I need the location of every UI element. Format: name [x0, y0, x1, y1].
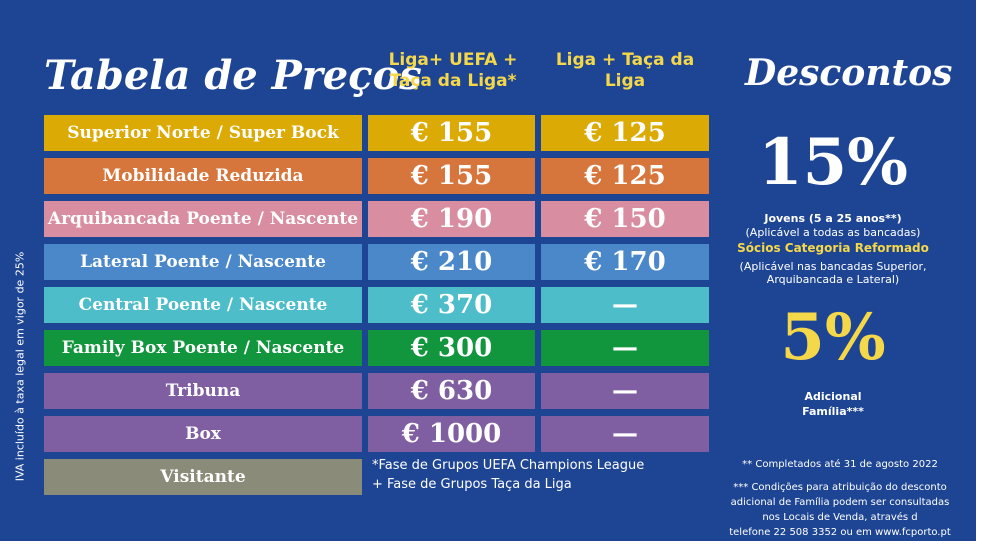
price: — [541, 373, 709, 409]
price: € 150 [541, 201, 709, 237]
price: € 190 [368, 201, 535, 237]
price: € 155 [368, 158, 535, 194]
note: nos Locais de Venda, através d [762, 512, 918, 523]
row-name: Tribuna [44, 373, 362, 409]
row-name: Mobilidade Reduzida [44, 158, 362, 194]
price: € 630 [368, 373, 535, 409]
discount-line: Arquibancada e Lateral) [766, 273, 900, 286]
discount-line: (Aplicável nas bancadas Superior, [739, 260, 927, 273]
price: € 1000 [368, 416, 535, 452]
discount-line: Sócios Categoria Reformado [737, 241, 929, 255]
discount-big: 5% [780, 300, 886, 375]
row-name: Arquibancada Poente / Nascente [44, 201, 362, 237]
row-name: Lateral Poente / Nascente [44, 244, 362, 280]
discount-line: Jovens (5 a 25 anos**) [764, 212, 902, 225]
price: — [541, 287, 709, 323]
note: *** Condições para atribuição do descont… [733, 482, 947, 493]
note: adicional de Família podem ser consultad… [730, 497, 950, 508]
price: € 300 [368, 330, 535, 366]
title: Tabela de Preços [44, 52, 422, 99]
price: € 155 [368, 115, 535, 151]
column-header: Liga + Taça da Liga [555, 50, 695, 91]
price: — [541, 330, 709, 366]
note: ** Completados até 31 de agosto 2022 [742, 459, 938, 470]
note: telefone 22 508 3352 ou em www.fcporto.p… [729, 527, 951, 538]
discount-line: (Aplicável a todas as bancadas) [745, 226, 921, 239]
footnote: + Fase de Grupos Taça da Liga [372, 477, 572, 492]
discounts-title: Descontos [745, 52, 953, 94]
price: — [541, 416, 709, 452]
price: € 210 [368, 244, 535, 280]
price: € 125 [541, 115, 709, 151]
price: € 170 [541, 244, 709, 280]
row-name: Family Box Poente / Nascente [44, 330, 362, 366]
row-name: Central Poente / Nascente [44, 287, 362, 323]
row-name: Visitante [44, 459, 362, 495]
side-note: IVA incluído à taxa legal em vigor de 25… [13, 251, 27, 482]
discount-extra: Família*** [802, 405, 864, 418]
discount-big: 15% [758, 125, 908, 200]
price: € 125 [541, 158, 709, 194]
price: € 370 [368, 287, 535, 323]
footnote: *Fase de Grupos UEFA Champions League [372, 458, 645, 473]
discount-extra: Adicional [804, 390, 862, 403]
column-header: Liga+ UEFA + Taça da Liga* [388, 50, 518, 91]
row-name: Superior Norte / Super Bock [44, 115, 362, 151]
row-name: Box [44, 416, 362, 452]
